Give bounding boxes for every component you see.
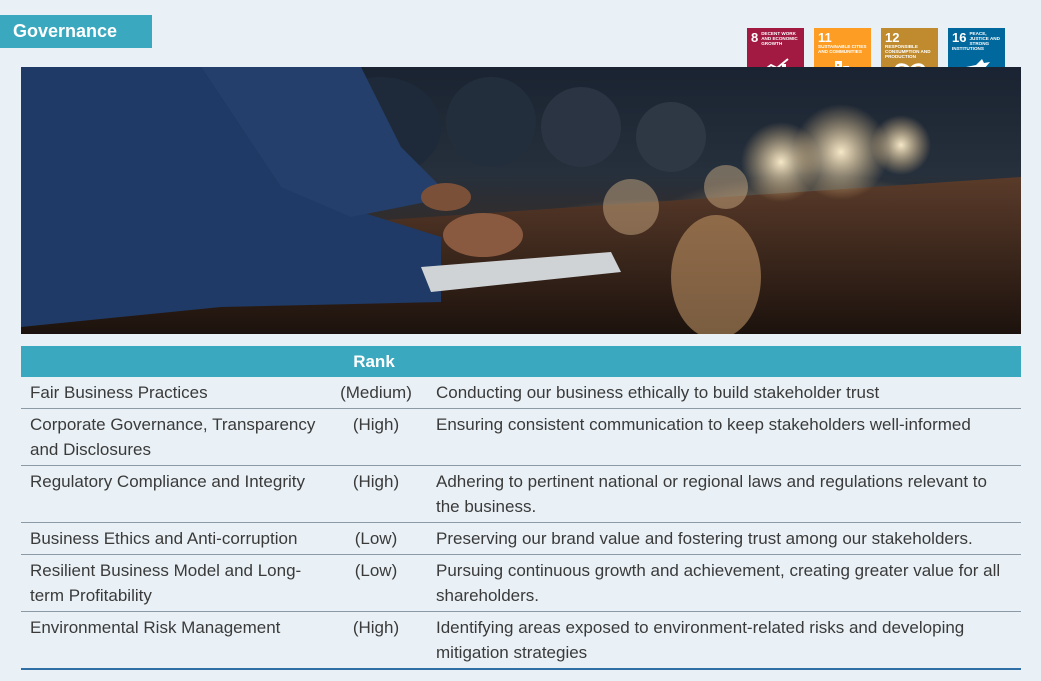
material-topics-table: Rank Fair Business Practices (Medium) Co… bbox=[21, 346, 1021, 670]
boardroom-photo bbox=[21, 67, 1021, 334]
description-cell: Preserving our brand value and fostering… bbox=[436, 529, 973, 548]
description-cell: Adhering to pertinent national or region… bbox=[436, 472, 987, 516]
topic-cell: Environmental Risk Management bbox=[30, 618, 281, 637]
rank-cell: (High) bbox=[352, 618, 400, 637]
description-cell: Pursuing continuous growth and achieveme… bbox=[436, 561, 1001, 605]
description-cell: Identifying areas exposed to environment… bbox=[436, 618, 965, 662]
topic-cell: Business Ethics and Anti-corruption bbox=[30, 529, 298, 548]
table-row: Fair Business Practices (Medium) Conduct… bbox=[21, 377, 1021, 409]
table-row: Environmental Risk Management (High) Ide… bbox=[21, 612, 1021, 670]
table-row: Resilient Business Model and Long-term P… bbox=[21, 555, 1021, 612]
rank-cell: (Medium) bbox=[340, 383, 412, 402]
description-cell: Conducting our business ethically to bui… bbox=[436, 383, 880, 402]
topic-cell: Corporate Governance, Transparency and D… bbox=[30, 415, 316, 459]
topic-cell: Resilient Business Model and Long-term P… bbox=[30, 561, 302, 605]
rank-cell: (High) bbox=[352, 415, 400, 434]
rank-cell: (High) bbox=[352, 472, 400, 491]
boardroom-illustration bbox=[21, 67, 1021, 334]
table-row: Business Ethics and Anti-corruption (Low… bbox=[21, 523, 1021, 555]
topic-cell: Fair Business Practices bbox=[30, 383, 208, 402]
rank-column-header: Rank bbox=[353, 352, 395, 371]
rank-cell: (Low) bbox=[354, 529, 398, 548]
table-row: Regulatory Compliance and Integrity (Hig… bbox=[21, 466, 1021, 523]
topic-cell: Regulatory Compliance and Integrity bbox=[30, 472, 305, 491]
section-title: Governance bbox=[0, 15, 152, 48]
table-header: Rank bbox=[21, 346, 1021, 377]
table-row: Corporate Governance, Transparency and D… bbox=[21, 409, 1021, 466]
description-cell: Ensuring consistent communication to kee… bbox=[436, 415, 971, 434]
rank-cell: (Low) bbox=[354, 561, 398, 580]
